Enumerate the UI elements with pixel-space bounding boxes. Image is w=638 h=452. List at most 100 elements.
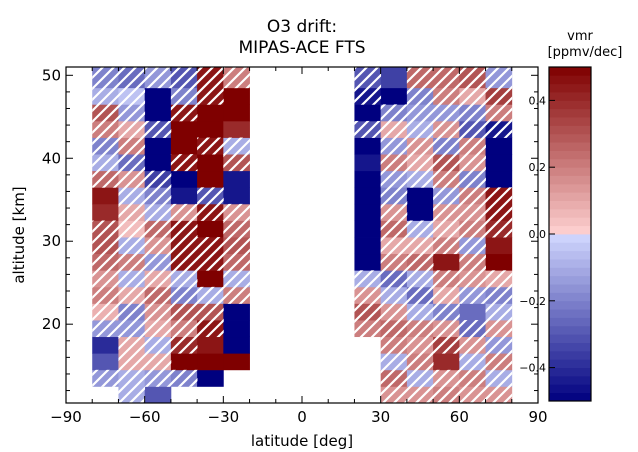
heatmap-cell	[433, 203, 460, 221]
colorbar-swatch	[549, 175, 591, 185]
heatmap-cell	[170, 67, 198, 89]
x-tick-label: −90	[50, 408, 82, 426]
y-tick-label: 50	[42, 66, 61, 84]
heatmap-cell	[144, 137, 172, 155]
heatmap-cell	[118, 353, 146, 371]
colorbar-swatch	[549, 375, 591, 385]
heatmap-cell	[485, 170, 513, 188]
colorbar-swatch	[549, 167, 591, 176]
y-tick-label: 20	[42, 315, 61, 333]
colorbar-label-line-1: vmr	[567, 29, 593, 44]
x-tick-label: 0	[297, 408, 307, 426]
heatmap-cell	[170, 353, 198, 371]
heatmap-cell	[170, 203, 198, 221]
colorbar-swatch	[549, 292, 591, 302]
hatch-line	[402, 67, 513, 403]
hatch-line	[92, 67, 237, 403]
heatmap-cell	[118, 386, 146, 403]
heatmap-cell	[354, 187, 382, 205]
colorbar-swatch	[549, 275, 591, 285]
x-axis-label: latitude [deg]	[251, 432, 353, 450]
heatmap-cell	[197, 170, 224, 188]
heatmap-cell	[433, 137, 460, 155]
heatmap-cell	[406, 120, 434, 138]
heatmap-cell	[433, 336, 460, 354]
colorbar-swatch	[549, 334, 591, 343]
hatch-line	[92, 67, 314, 403]
heatmap-cell	[223, 303, 250, 321]
colorbar-swatch	[549, 125, 591, 135]
heatmap-cell	[197, 220, 224, 238]
hatch-line	[0, 0, 456, 452]
colorbar-swatch	[549, 300, 591, 310]
heatmap-cell	[223, 353, 250, 371]
heatmap-cell	[406, 87, 434, 105]
colorbar-swatch	[549, 350, 591, 360]
colorbar-swatch	[549, 384, 591, 394]
heatmap-cell	[92, 137, 119, 155]
heatmap-cell	[223, 320, 250, 338]
x-tick-label: 60	[450, 408, 469, 426]
colorbar-swatch	[549, 392, 591, 402]
heatmap-cell	[406, 286, 434, 304]
y-axis: 20 30 40 50	[42, 66, 538, 392]
colorbar-label-line-2: [ppmv/dec]	[548, 45, 623, 60]
heatmap-cells	[92, 67, 513, 403]
colorbar-ticks: −0.4 −0.2 0.0 0.2 0.4	[519, 94, 555, 375]
heatmap-cell	[197, 353, 224, 371]
heatmap-cell	[433, 253, 460, 271]
heatmap-cell	[406, 386, 434, 403]
hatch-line	[92, 67, 171, 403]
x-tick-label: 30	[371, 408, 390, 426]
heatmap-cell	[433, 369, 460, 387]
hatch-line	[92, 67, 292, 403]
heatmap-cell	[354, 137, 382, 155]
hatch-line	[92, 67, 248, 403]
heatmap-cell	[406, 203, 434, 221]
heatmap-cell	[118, 67, 146, 89]
heatmap-cell	[223, 120, 250, 138]
chart-title-line-1: O3 drift:	[267, 17, 337, 37]
heatmap-cell	[223, 87, 250, 105]
colorbar-swatch	[549, 150, 591, 160]
heatmap-cell	[223, 170, 250, 188]
colorbar-swatch	[549, 200, 591, 210]
hatch-line	[590, 0, 638, 452]
colorbar-swatch	[549, 75, 591, 85]
colorbar-swatch	[549, 92, 591, 101]
heatmap-cell	[406, 253, 434, 271]
colorbar-swatch	[549, 83, 591, 93]
heatmap-cell	[459, 303, 486, 321]
heatmap-cell	[223, 187, 250, 205]
colorbar-swatch	[549, 108, 591, 118]
heatmap-cell	[197, 336, 224, 354]
heatmap-cell	[92, 336, 119, 354]
heatmap-cell	[406, 220, 434, 238]
heatmap-cell	[144, 154, 172, 172]
heatmap-cell	[197, 270, 224, 288]
heatmap-cell	[485, 253, 513, 271]
heatmap-cell	[433, 303, 460, 321]
heatmap-cell	[92, 303, 119, 321]
colorbar-swatch	[549, 183, 591, 193]
colorbar-swatch	[549, 259, 591, 268]
colorbar-swatch	[549, 242, 591, 252]
colorbar-swatch	[549, 100, 591, 110]
colorbar-swatch	[549, 67, 591, 76]
x-axis: −90 −60 −30 0 30 60 90	[50, 67, 548, 426]
heatmap-cell	[197, 187, 224, 205]
colorbar-tick-label: 0.4	[529, 94, 547, 107]
heatmap-cell	[406, 353, 434, 371]
heatmap-cell	[223, 336, 250, 354]
colorbar-swatch	[549, 208, 591, 218]
heatmap-cell	[459, 67, 486, 89]
heatmap-cell	[406, 154, 434, 172]
heatmap-cell	[354, 237, 382, 255]
heatmap-cell	[223, 104, 250, 122]
heatmap-cell	[170, 237, 198, 255]
heatmap-cell	[485, 237, 513, 255]
heatmap-cell	[485, 154, 513, 172]
hatch-line	[347, 67, 513, 403]
hatch-line	[92, 67, 270, 403]
